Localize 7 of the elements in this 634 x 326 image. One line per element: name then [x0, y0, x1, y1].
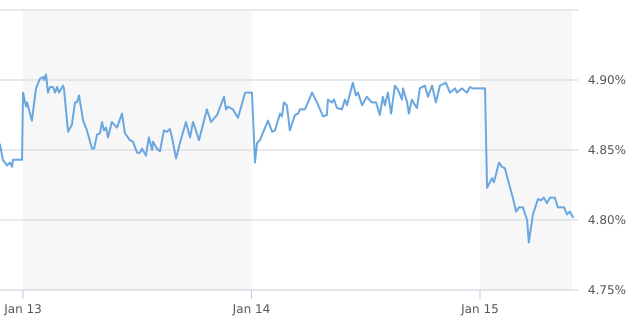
x-tick-label: Jan 15 — [460, 302, 499, 316]
x-tick-label: Jan 14 — [232, 302, 270, 316]
y-tick-label: 4.80% — [588, 213, 626, 227]
y-tick-label: 4.85% — [588, 143, 626, 157]
y-tick-label: 4.90% — [588, 73, 626, 87]
y-tick-label: 4.75% — [588, 283, 626, 297]
x-tick-label: Jan 13 — [3, 302, 42, 316]
